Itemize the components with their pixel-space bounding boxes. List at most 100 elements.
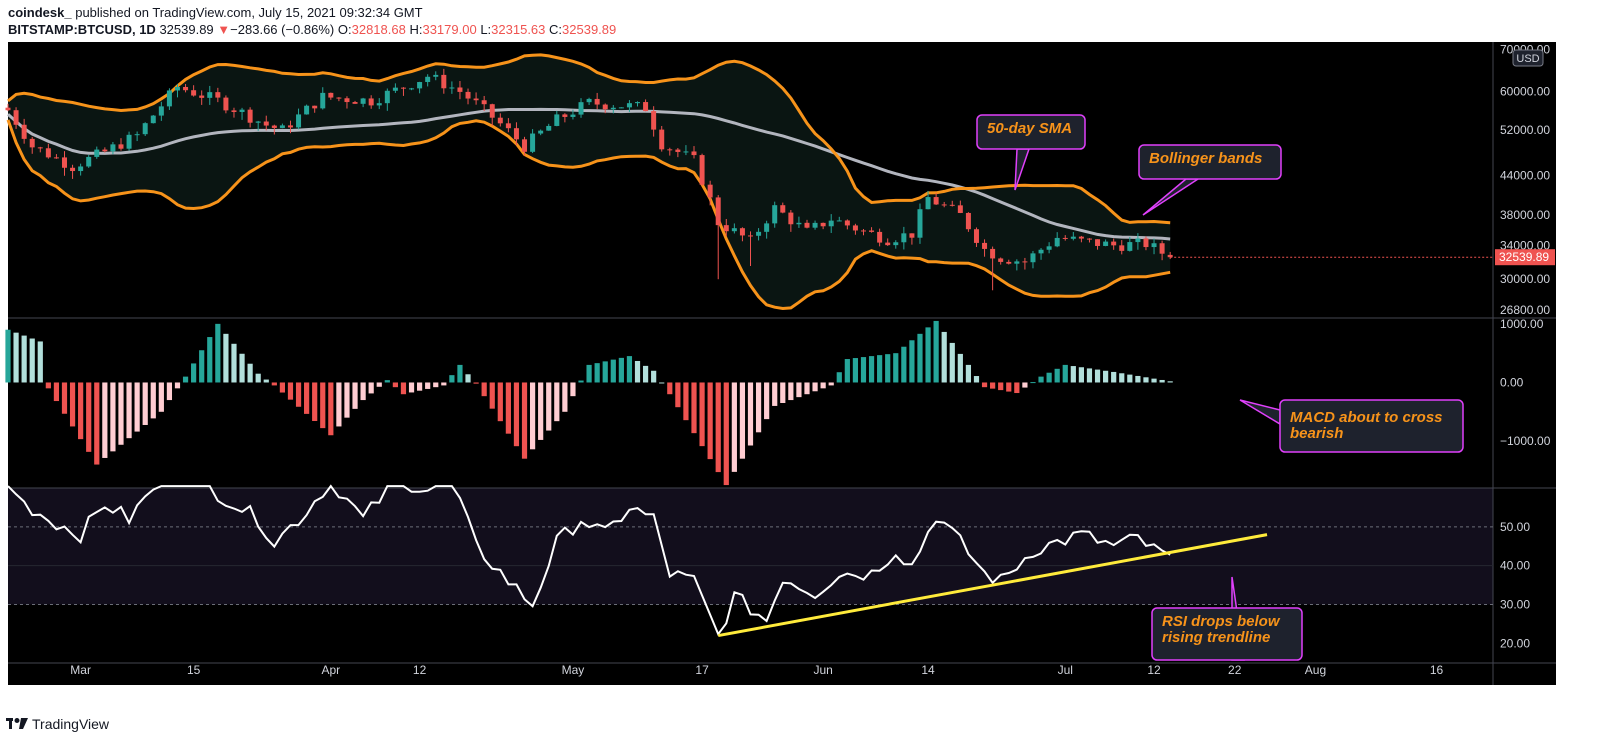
- candle-body: [554, 114, 560, 126]
- sma-callout-text: 50-day SMA: [987, 120, 1072, 137]
- candle-body: [102, 149, 108, 152]
- candle-body: [586, 98, 592, 103]
- candle-body: [909, 233, 915, 238]
- macd-bar: [441, 382, 447, 386]
- macd-bar: [215, 323, 221, 383]
- candle-body: [384, 90, 390, 104]
- macd-bar: [376, 382, 382, 387]
- last-price-tag: [1495, 249, 1555, 266]
- macd-bar: [247, 363, 253, 383]
- macd-bar: [69, 382, 76, 427]
- candle-body: [134, 134, 140, 136]
- rsi-panel: [7, 484, 1268, 638]
- candle-body: [1086, 238, 1092, 240]
- candle-body: [1111, 241, 1117, 246]
- sma-50-line: [7, 107, 1171, 241]
- symbol-label[interactable]: BITSTAMP:BTCUSD, 1D: [8, 22, 156, 37]
- candle-body: [191, 90, 197, 96]
- macd-bar: [651, 370, 657, 383]
- macd-bar: [893, 353, 899, 383]
- rsi-tick: 20.00: [1500, 636, 1530, 650]
- candle-body: [546, 125, 552, 131]
- last-price-label: 32539.89: [1499, 250, 1549, 264]
- macd-bar: [1094, 369, 1101, 383]
- macd-bar: [1086, 368, 1093, 383]
- candle-body: [1070, 236, 1076, 239]
- macd-bar: [86, 382, 92, 452]
- macd-bar: [836, 372, 842, 383]
- macd-bar: [166, 382, 173, 401]
- candle-body: [530, 133, 536, 152]
- candle-body: [699, 155, 705, 185]
- macd-bar: [860, 357, 867, 383]
- candle-body: [1022, 261, 1028, 263]
- macd-bar: [489, 382, 495, 409]
- macd-bar: [449, 375, 455, 383]
- candle-body: [255, 121, 261, 123]
- rsi-callout-text: rising trendline: [1162, 629, 1270, 646]
- macd-bar: [1111, 371, 1117, 383]
- candle-body: [1127, 242, 1133, 251]
- down-arrow-icon: ▼: [217, 22, 231, 37]
- candle-body: [320, 92, 326, 109]
- macd-bar: [554, 382, 560, 422]
- candle-body: [618, 107, 624, 109]
- candle-body: [1078, 236, 1084, 239]
- macd-bar: [1159, 379, 1165, 383]
- candle-body: [836, 220, 842, 222]
- price-tick: 52000.00: [1500, 123, 1550, 137]
- macd-bar: [1103, 370, 1109, 383]
- macd-bar: [901, 346, 907, 383]
- candle-body: [562, 114, 568, 117]
- macd-bar: [731, 382, 737, 472]
- rsi-tick: 50.00: [1500, 520, 1530, 534]
- macd-bar: [1030, 382, 1036, 384]
- macd-bar: [739, 382, 746, 459]
- macd-callout-text: MACD about to cross: [1290, 409, 1443, 426]
- candle-body: [231, 110, 237, 112]
- macd-bar: [231, 343, 237, 383]
- candle-body: [417, 82, 423, 89]
- candle-body: [756, 231, 762, 236]
- candle-body: [328, 92, 334, 98]
- candle-body: [772, 205, 778, 224]
- candle-body: [505, 123, 511, 129]
- time-tick: 17: [695, 663, 709, 677]
- time-tick: 22: [1228, 663, 1242, 677]
- macd-bar: [1070, 366, 1076, 383]
- macd-bar: [1014, 382, 1020, 394]
- macd-bar: [812, 382, 818, 392]
- author-name[interactable]: coindesk_: [8, 5, 72, 20]
- candle-body: [1119, 245, 1125, 251]
- macd-bar: [191, 363, 197, 383]
- rsi-callout-text: RSI drops below: [1162, 613, 1281, 630]
- macd-bar: [618, 357, 624, 383]
- rsi-line: [7, 484, 1171, 637]
- candle-body: [78, 166, 84, 172]
- macd-bar: [586, 364, 592, 383]
- candle-body: [360, 98, 366, 104]
- bollinger-upper-line: [7, 53, 1171, 225]
- candle-body: [400, 87, 406, 89]
- candle-body: [223, 97, 229, 111]
- close-label: C:: [549, 22, 563, 37]
- tradingview-footer[interactable]: TradingView: [6, 716, 109, 732]
- time-tick: 12: [1147, 663, 1161, 677]
- macd-bar: [659, 382, 665, 384]
- footer-brand: TradingView: [32, 716, 110, 732]
- candle-body: [578, 102, 584, 115]
- macd-bar: [263, 379, 269, 383]
- macd-bar: [425, 382, 431, 389]
- candle-body: [158, 106, 164, 116]
- macd-bar: [465, 374, 471, 383]
- candle-body: [602, 104, 608, 110]
- macd-bar: [981, 382, 988, 388]
- candle-body: [368, 98, 374, 106]
- candle-body: [982, 242, 988, 249]
- macd-callout-text: bearish: [1290, 425, 1343, 442]
- candle-body: [409, 88, 415, 90]
- candle-body: [279, 125, 285, 128]
- candle-body: [5, 107, 11, 111]
- macd-bar: [602, 361, 608, 383]
